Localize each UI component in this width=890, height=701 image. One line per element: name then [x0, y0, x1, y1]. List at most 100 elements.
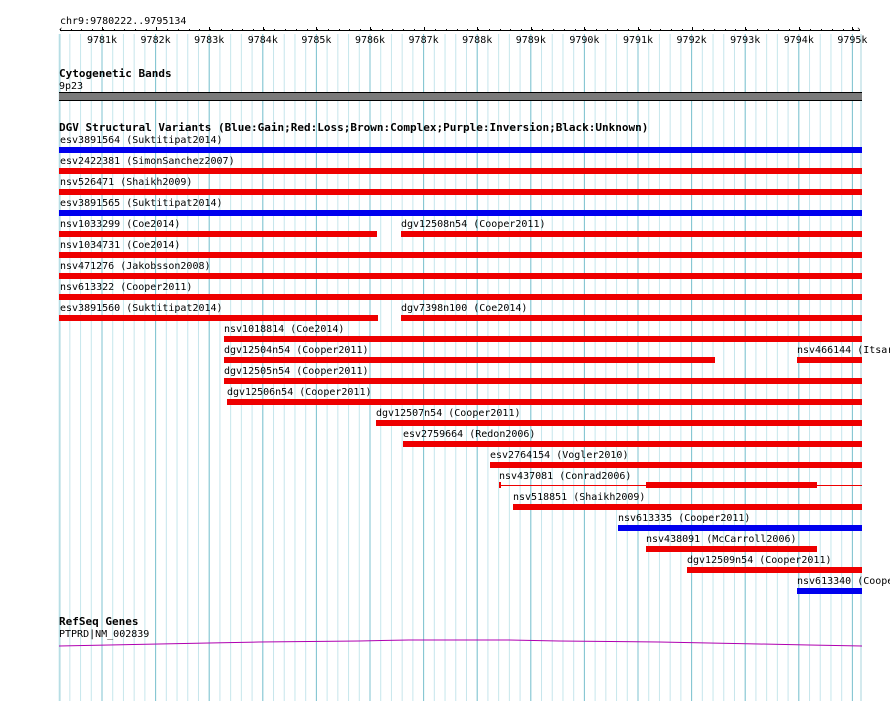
variant-label[interactable]: nsv1034731 (Coe2014)	[60, 240, 181, 251]
variant-bar-loss[interactable]	[59, 189, 862, 195]
variant-label[interactable]: nsv1018814 (Coe2014)	[224, 324, 345, 335]
ruler-minor-tick	[563, 29, 565, 31]
variant-label[interactable]: dgv12505n54 (Cooper2011)	[224, 366, 369, 377]
ruler-minor-tick	[274, 29, 276, 31]
dgv-track-title[interactable]: DGV Structural Variants (Blue:Gain;Red:L…	[59, 121, 649, 134]
refseq-gene-label[interactable]: PTPRD|NM_002839	[59, 629, 150, 640]
ruler-tick-label: 9788k	[462, 35, 493, 46]
variant-bar-loss[interactable]	[403, 441, 862, 447]
ruler-minor-tick	[381, 29, 383, 31]
variant-bar-loss[interactable]	[646, 482, 817, 488]
ruler-minor-tick	[370, 29, 372, 31]
variant-label[interactable]: nsv613335 (Cooper2011)	[618, 513, 751, 524]
ruler-tick-mark	[852, 27, 854, 31]
refseq-gene-ptprd[interactable]	[59, 638, 862, 648]
variant-bar-loss[interactable]	[59, 315, 378, 321]
variant-bar-loss[interactable]	[227, 399, 862, 405]
variant-label[interactable]: nsv613340 (Coope	[797, 576, 890, 587]
variant-label[interactable]: nsv518851 (Shaikh2009)	[513, 492, 646, 503]
ruler-tick-mark	[262, 27, 264, 31]
variant-bar-loss[interactable]	[59, 273, 862, 279]
variant-bar-loss[interactable]	[59, 168, 862, 174]
variant-label[interactable]: nsv466144 (Itsar	[797, 345, 890, 356]
ruler-tick-label: 9792k	[676, 35, 707, 46]
ruler-minor-tick	[263, 29, 265, 31]
variant-bar-gain[interactable]	[618, 525, 862, 531]
variant-bar-gain[interactable]	[59, 147, 862, 153]
ruler-minor-tick	[124, 29, 126, 31]
ruler-minor-tick	[713, 29, 715, 31]
variant-label[interactable]: nsv1033299 (Coe2014)	[60, 219, 181, 230]
ruler-minor-tick	[692, 29, 694, 31]
variant-bar-loss[interactable]	[224, 357, 715, 363]
variant-label[interactable]: dgv7398n100 (Coe2014)	[401, 303, 528, 314]
ruler-minor-tick	[671, 29, 673, 31]
ruler-tick-label: 9791k	[622, 35, 654, 46]
variant-bar-loss[interactable]	[59, 252, 862, 258]
variant-bar-loss[interactable]	[490, 462, 862, 468]
variant-label[interactable]: esv2422381 (SimonSanchez2007)	[60, 156, 235, 167]
variant-bar-gain[interactable]	[797, 588, 862, 594]
variant-bar-loss[interactable]	[797, 357, 862, 363]
variant-label[interactable]: esv3891560 (Suktitipat2014)	[60, 303, 223, 314]
ruler-minor-tick	[231, 29, 233, 31]
variant-bar-loss[interactable]	[224, 378, 862, 384]
variant-bar-loss[interactable]	[59, 294, 862, 300]
variant-label[interactable]: nsv438091 (McCarroll2006)	[646, 534, 797, 545]
variant-label[interactable]: dgv12509n54 (Cooper2011)	[687, 555, 832, 566]
cytoband-9p23-band[interactable]	[59, 92, 862, 101]
ruler-tick-mark	[584, 27, 586, 31]
variant-label[interactable]: nsv471276 (Jakobsson2008)	[60, 261, 211, 272]
variant-label[interactable]: dgv12507n54 (Cooper2011)	[376, 408, 521, 419]
ruler-minor-tick	[177, 29, 179, 31]
variant-bar-loss[interactable]	[499, 482, 501, 488]
ruler-minor-tick	[499, 29, 501, 31]
variant-label[interactable]: dgv12508n54 (Cooper2011)	[401, 219, 546, 230]
variant-label[interactable]: nsv613322 (Cooper2011)	[60, 282, 193, 293]
ruler-minor-tick	[649, 29, 651, 31]
variant-bar-loss[interactable]	[224, 336, 862, 342]
ruler-tick-mark	[798, 27, 800, 31]
variant-bar-loss[interactable]	[513, 504, 862, 510]
ruler-tick-label: 9786k	[354, 35, 386, 46]
variant-label[interactable]: esv2759664 (Redon2006)	[403, 429, 536, 440]
refseq-track-title[interactable]: RefSeq Genes	[59, 615, 139, 628]
variant-label[interactable]: dgv12506n54 (Cooper2011)	[227, 387, 372, 398]
ruler-minor-tick	[617, 29, 619, 31]
variant-bar-loss[interactable]	[59, 231, 377, 237]
variant-bar-loss[interactable]	[376, 420, 862, 426]
variant-bar-loss[interactable]	[401, 315, 862, 321]
ruler-minor-tick	[60, 29, 61, 31]
ruler-tick-mark	[745, 27, 747, 31]
variant-bar-loss[interactable]	[687, 567, 862, 573]
ruler-minor-tick	[424, 29, 426, 31]
ruler-minor-tick	[113, 29, 115, 31]
ruler-range-label: chr9:9780222..9795134	[60, 16, 187, 27]
variant-label[interactable]: nsv526471 (Shaikh2009)	[60, 177, 193, 188]
ruler-minor-tick	[510, 29, 512, 31]
ruler-minor-tick	[188, 29, 190, 31]
ruler-minor-tick	[467, 29, 469, 31]
ruler-minor-tick	[703, 29, 705, 31]
variant-bar-loss[interactable]	[646, 546, 817, 552]
variant-label[interactable]: esv3891564 (Suktitipat2014)	[60, 135, 223, 146]
ruler-minor-tick	[778, 29, 780, 31]
ruler-tick-mark	[691, 27, 693, 31]
ruler-minor-tick	[853, 29, 855, 31]
ruler-minor-tick	[628, 29, 630, 31]
variant-label[interactable]: dgv12504n54 (Cooper2011)	[224, 345, 369, 356]
ruler-tick-mark	[370, 27, 371, 31]
ruler-minor-tick	[349, 29, 351, 31]
ruler-minor-tick	[242, 29, 244, 31]
ruler-minor-tick	[746, 29, 748, 31]
variant-bar-loss[interactable]	[401, 231, 862, 237]
variant-label[interactable]: esv2764154 (Vogler2010)	[490, 450, 629, 461]
variant-label[interactable]: nsv437081 (Conrad2006)	[499, 471, 632, 482]
variant-bar-gain[interactable]	[59, 210, 862, 216]
ruler-minor-tick	[756, 29, 758, 31]
variant-label[interactable]: esv3891565 (Suktitipat2014)	[60, 198, 223, 209]
cytoband-track-title[interactable]: Cytogenetic Bands	[59, 67, 172, 80]
ruler-minor-tick	[413, 29, 415, 31]
ruler-tick-label: 9795k	[837, 35, 868, 46]
